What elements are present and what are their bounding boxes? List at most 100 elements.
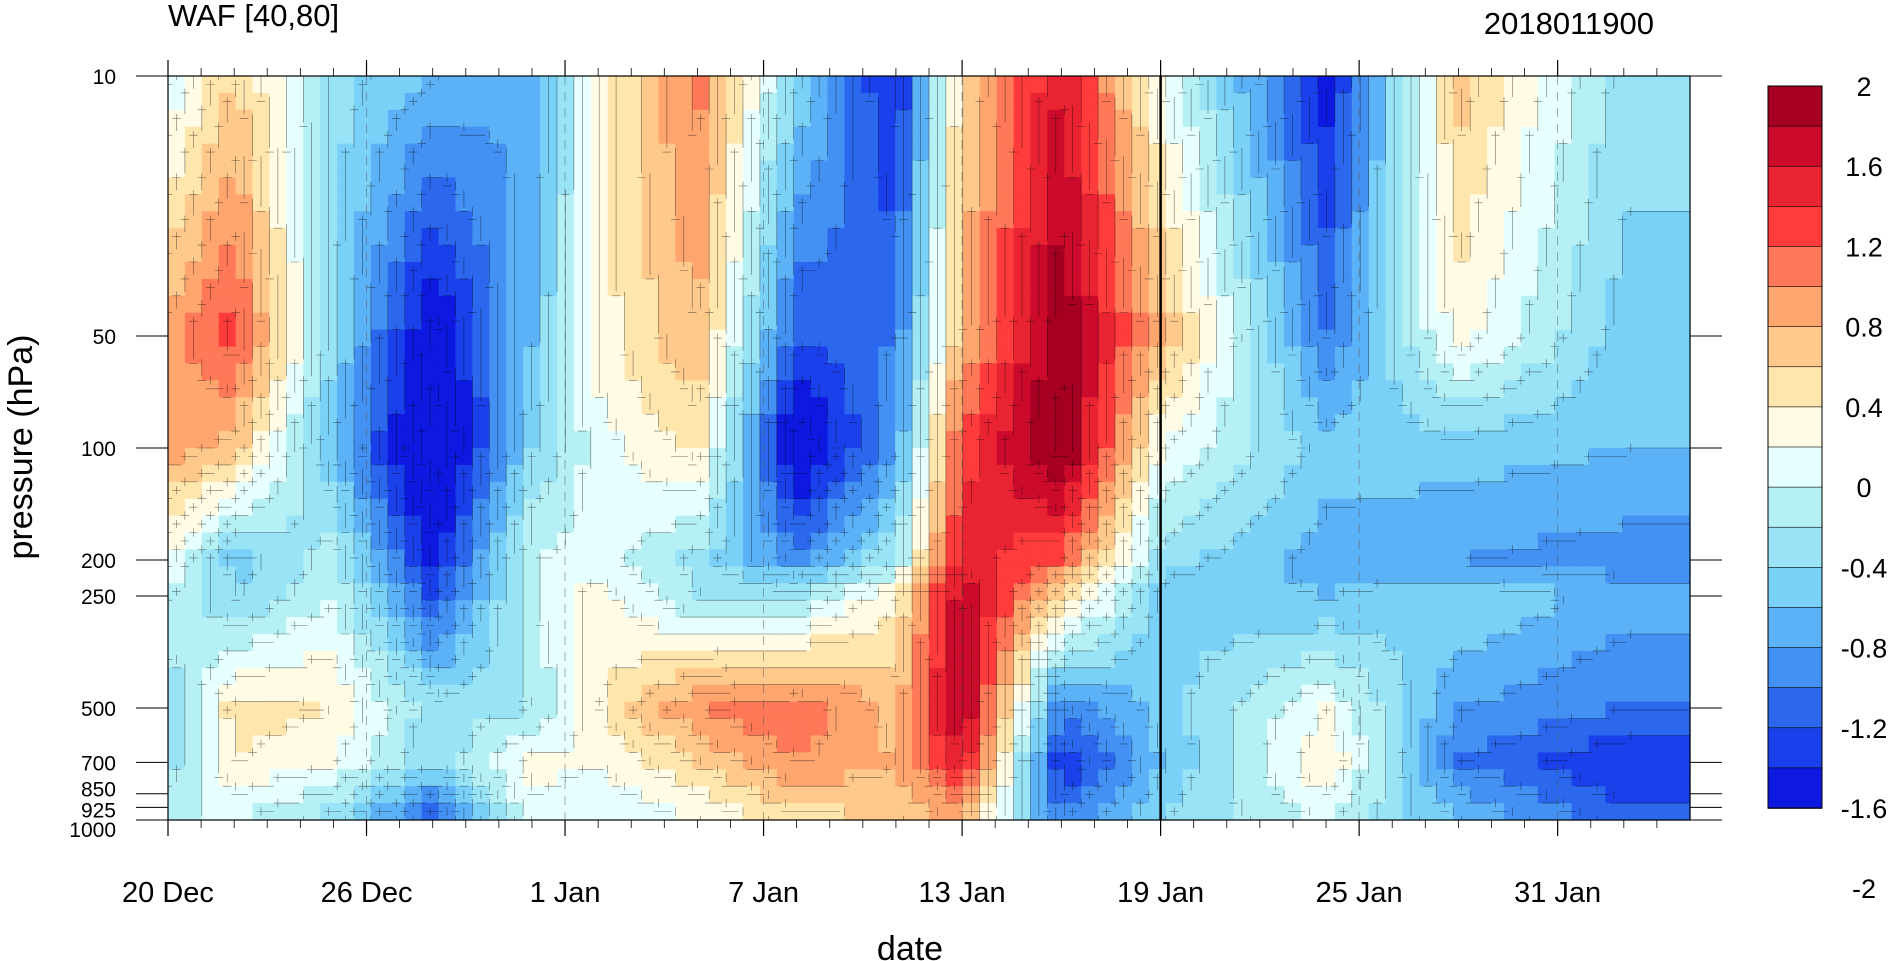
- field-cell: [1334, 549, 1353, 567]
- field-cell: [878, 532, 896, 551]
- field-cell: [168, 363, 186, 381]
- field-cell: [421, 228, 440, 246]
- field-cell: [827, 262, 846, 280]
- field-cell: [168, 126, 186, 145]
- field-cell: [742, 329, 761, 348]
- field-cell: [1537, 346, 1556, 365]
- field-cell: [1233, 718, 1251, 737]
- field-cell: [1199, 752, 1218, 770]
- field-cell: [1064, 126, 1082, 145]
- field-cell: [912, 803, 930, 821]
- field-cell: [590, 177, 609, 195]
- field-cell: [1673, 718, 1691, 737]
- field-cell: [303, 667, 321, 686]
- field-cell: [1402, 431, 1421, 449]
- field-cell: [269, 566, 287, 584]
- field-cell: [1656, 245, 1674, 263]
- field-cell: [303, 380, 321, 398]
- field-cell: [759, 295, 778, 314]
- field-cell: [793, 481, 812, 500]
- field-cell: [472, 160, 490, 179]
- field-cell: [1064, 617, 1082, 635]
- field-cell: [1267, 448, 1285, 466]
- field-cell: [1284, 431, 1302, 449]
- field-cell: [1351, 634, 1370, 652]
- field-cell: [607, 583, 626, 601]
- field-cell: [1639, 380, 1657, 398]
- field-cell: [895, 92, 913, 111]
- field-cell: [1165, 667, 1184, 686]
- colorbar-swatch: [1767, 246, 1823, 288]
- field-cell: [624, 769, 643, 787]
- field-cell: [370, 278, 389, 297]
- field-cell: [844, 431, 862, 449]
- field-cell: [759, 634, 778, 652]
- field-cell: [844, 701, 862, 720]
- field-cell: [540, 194, 558, 212]
- field-cell: [1182, 532, 1201, 551]
- field-cell: [1216, 803, 1234, 821]
- field-cell: [1165, 735, 1184, 753]
- field-cell: [1419, 464, 1437, 483]
- field-cell: [286, 769, 304, 787]
- field-cell: [1639, 735, 1657, 753]
- field-cell: [286, 312, 304, 331]
- field-cell: [184, 684, 203, 703]
- field-cell: [1673, 109, 1691, 128]
- field-cell: [438, 448, 457, 466]
- field-cell: [1588, 109, 1607, 128]
- field-cell: [624, 431, 643, 449]
- field-cell: [387, 752, 406, 770]
- field-cell: [1503, 769, 1522, 787]
- field-cell: [759, 363, 778, 381]
- field-cell: [1064, 92, 1082, 111]
- field-cell: [1334, 397, 1353, 415]
- field-cell: [1317, 583, 1336, 601]
- field-cell: [1351, 718, 1370, 737]
- field-cell: [658, 160, 676, 179]
- field-cell: [878, 278, 896, 297]
- field-cell: [1216, 414, 1234, 432]
- field-cell: [878, 464, 896, 483]
- field-cell: [1520, 769, 1539, 787]
- field-cell: [1047, 126, 1065, 145]
- field-cell: [759, 109, 778, 128]
- field-cell: [1081, 92, 1099, 111]
- field-cell: [1013, 735, 1032, 753]
- field-cell: [1487, 397, 1505, 415]
- field-cell: [489, 211, 507, 229]
- field-cell: [1385, 803, 1404, 821]
- field-cell: [1165, 600, 1184, 618]
- field-cell: [573, 549, 592, 567]
- field-cell: [1605, 464, 1623, 483]
- field-cell: [1182, 414, 1201, 432]
- field-cell: [962, 177, 981, 195]
- field-cell: [1639, 245, 1657, 263]
- field-cell: [878, 126, 896, 145]
- field-cell: [1165, 786, 1184, 804]
- field-cell: [1013, 431, 1032, 449]
- field-cell: [523, 262, 541, 280]
- field-cell: [827, 752, 846, 770]
- field-cell: [1165, 346, 1184, 365]
- field-cell: [1639, 803, 1657, 821]
- field-cell: [1639, 769, 1657, 787]
- field-cell: [590, 262, 609, 280]
- field-cell: [573, 448, 592, 466]
- field-cell: [793, 109, 812, 128]
- field-cell: [269, 228, 287, 246]
- field-cell: [607, 769, 626, 787]
- field-cell: [1233, 600, 1251, 618]
- field-cell: [793, 718, 812, 737]
- field-cell: [1368, 752, 1387, 770]
- field-cell: [1064, 245, 1082, 263]
- field-cell: [1453, 397, 1471, 415]
- field-cell: [1453, 278, 1471, 297]
- field-cell: [624, 278, 643, 297]
- field-cell: [556, 380, 575, 398]
- field-cell: [573, 109, 592, 128]
- field-cell: [1131, 667, 1150, 686]
- field-cell: [1605, 329, 1623, 348]
- field-cell: [556, 549, 575, 567]
- field-cell: [1656, 752, 1674, 770]
